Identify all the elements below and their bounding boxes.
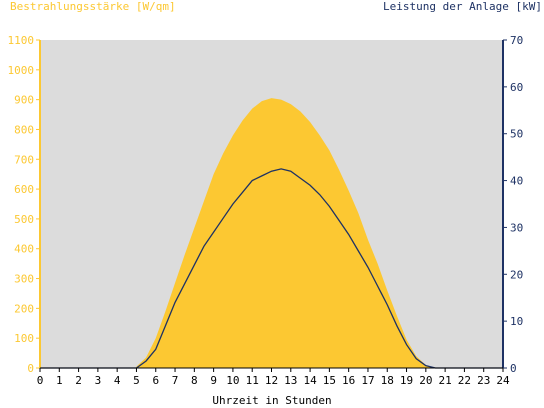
x-tick-label: 5 xyxy=(133,374,140,387)
x-tick-label: 0 xyxy=(37,374,44,387)
x-tick-label: 2 xyxy=(75,374,82,387)
y-right-tick-label: 40 xyxy=(510,175,523,188)
x-tick-label: 12 xyxy=(265,374,278,387)
x-tick-label: 18 xyxy=(381,374,394,387)
x-tick-label: 24 xyxy=(496,374,510,387)
y-left-tick-label: 700 xyxy=(14,153,34,166)
y-left-tick-label: 400 xyxy=(14,243,34,256)
y-right-tick-label: 70 xyxy=(510,34,523,47)
x-tick-label: 6 xyxy=(152,374,159,387)
y-right-tick-label: 0 xyxy=(510,362,517,375)
y-left-tick-label: 0 xyxy=(27,362,34,375)
x-tick-label: 13 xyxy=(284,374,297,387)
y-left-tick-label: 1000 xyxy=(8,64,35,77)
x-tick-label: 10 xyxy=(226,374,239,387)
y-left-tick-label: 900 xyxy=(14,94,34,107)
x-tick-label: 4 xyxy=(114,374,121,387)
y-right-tick-label: 20 xyxy=(510,268,523,281)
y-left-tick-label: 800 xyxy=(14,123,34,136)
y-left-tick-label: 200 xyxy=(14,302,34,315)
y-left-tick-label: 600 xyxy=(14,183,34,196)
x-tick-label: 17 xyxy=(361,374,374,387)
y-right-tick-label: 60 xyxy=(510,81,523,94)
x-tick-label: 7 xyxy=(172,374,179,387)
y-left-tick-label: 300 xyxy=(14,273,34,286)
x-tick-label: 20 xyxy=(419,374,432,387)
left-axis-title: Bestrahlungsstärke [W/qm] xyxy=(10,0,176,13)
x-tick-label: 9 xyxy=(210,374,217,387)
series-line-1 xyxy=(40,168,503,369)
y-right-tick-label: 10 xyxy=(510,315,523,328)
x-tick-label: 19 xyxy=(400,374,413,387)
y-right-tick-label: 30 xyxy=(510,221,523,234)
y-left-tick-label: 500 xyxy=(14,213,34,226)
x-tick-label: 3 xyxy=(95,374,102,387)
x-tick-label: 21 xyxy=(439,374,452,387)
y-left-tick-label: 1100 xyxy=(8,34,35,47)
x-tick-label: 8 xyxy=(191,374,198,387)
x-tick-label: 15 xyxy=(323,374,336,387)
series-area-0 xyxy=(136,98,436,369)
right-axis-title: Leistung der Anlage [kW] xyxy=(383,0,542,13)
x-tick-label: 23 xyxy=(477,374,490,387)
x-axis-title: Uhrzeit in Stunden xyxy=(212,394,332,407)
y-left-tick-label: 100 xyxy=(14,332,34,345)
y-right-tick-label: 50 xyxy=(510,128,523,141)
x-tick-label: 16 xyxy=(342,374,355,387)
x-tick-label: 14 xyxy=(303,374,317,387)
x-tick-label: 1 xyxy=(56,374,63,387)
x-tick-label: 22 xyxy=(458,374,471,387)
x-tick-label: 11 xyxy=(246,374,259,387)
